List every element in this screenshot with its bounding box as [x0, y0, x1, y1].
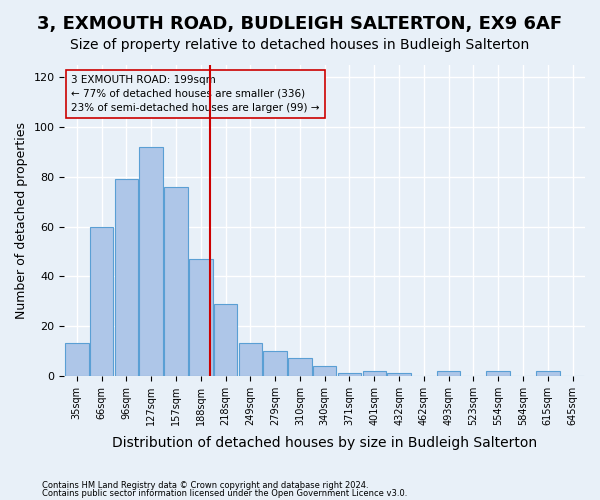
Text: 3 EXMOUTH ROAD: 199sqm
← 77% of detached houses are smaller (336)
23% of semi-de: 3 EXMOUTH ROAD: 199sqm ← 77% of detached…	[71, 75, 320, 113]
Bar	[536, 371, 560, 376]
Bar	[487, 371, 510, 376]
Bar	[189, 259, 212, 376]
Text: Contains public sector information licensed under the Open Government Licence v3: Contains public sector information licen…	[42, 488, 407, 498]
X-axis label: Distribution of detached houses by size in Budleigh Salterton: Distribution of detached houses by size …	[112, 436, 537, 450]
Text: 3, EXMOUTH ROAD, BUDLEIGH SALTERTON, EX9 6AF: 3, EXMOUTH ROAD, BUDLEIGH SALTERTON, EX9…	[37, 15, 563, 33]
Bar	[164, 187, 188, 376]
Bar	[90, 226, 113, 376]
Bar	[288, 358, 311, 376]
Text: Contains HM Land Registry data © Crown copyright and database right 2024.: Contains HM Land Registry data © Crown c…	[42, 481, 368, 490]
Bar	[65, 344, 89, 376]
Bar	[263, 351, 287, 376]
Bar	[313, 366, 337, 376]
Bar	[362, 371, 386, 376]
Bar	[115, 180, 138, 376]
Bar	[139, 147, 163, 376]
Text: Size of property relative to detached houses in Budleigh Salterton: Size of property relative to detached ho…	[70, 38, 530, 52]
Bar	[338, 374, 361, 376]
Bar	[239, 344, 262, 376]
Bar	[437, 371, 460, 376]
Bar	[387, 374, 411, 376]
Y-axis label: Number of detached properties: Number of detached properties	[15, 122, 28, 319]
Bar	[214, 304, 238, 376]
